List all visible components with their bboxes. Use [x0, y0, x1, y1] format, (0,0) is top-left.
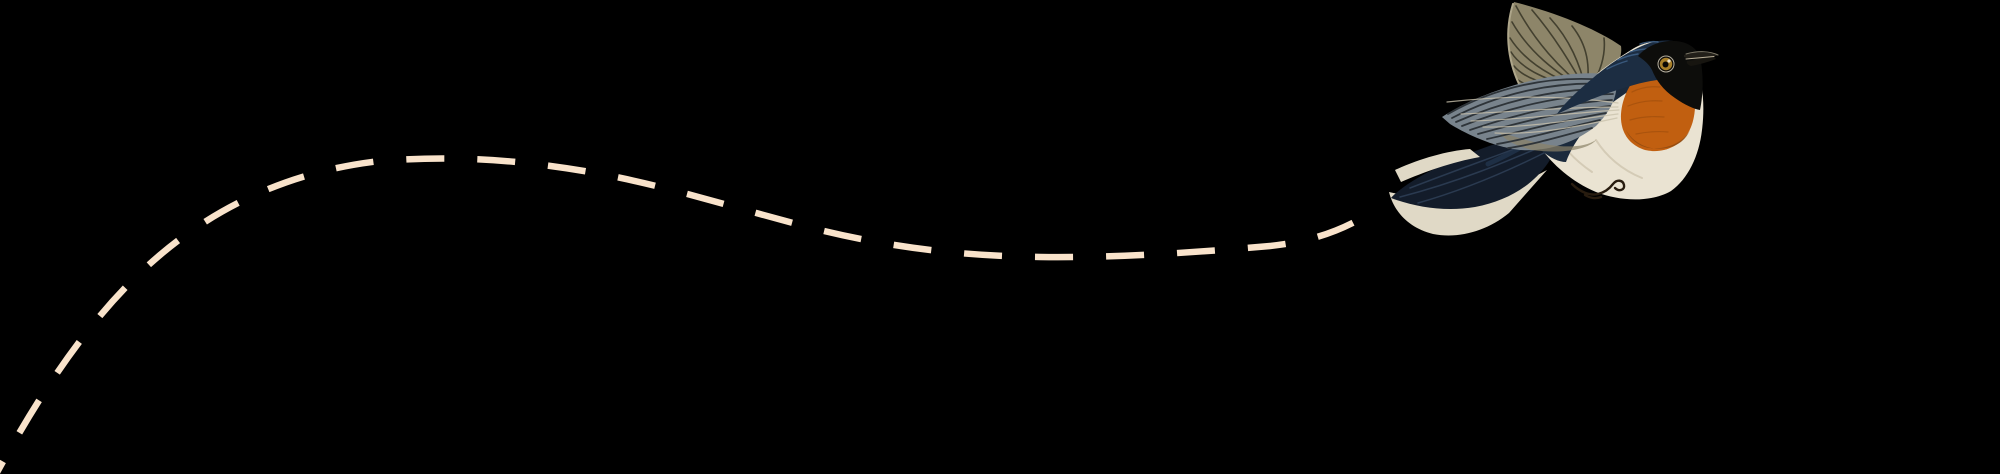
eye-glint: [1667, 59, 1671, 63]
eye-ring: [1657, 55, 1675, 73]
far-wing-shape: [1507, 2, 1622, 94]
crown-and-mask: [1638, 40, 1703, 110]
bird-head: [1557, 40, 1719, 114]
dashed-flight-path: [0, 155, 1374, 474]
eye-pupil: [1662, 61, 1669, 68]
beak-lower: [1686, 57, 1716, 66]
beak-upper: [1684, 52, 1719, 60]
bird-eye: [1657, 55, 1675, 73]
near-wing-khaki-tinge: [1500, 132, 1596, 152]
near-wing-pale-lines: [1446, 96, 1620, 134]
beak-gape-line: [1685, 56, 1715, 60]
bird-near-wing: [1442, 73, 1620, 152]
bird-beak: [1684, 51, 1719, 66]
chest-texture: [1627, 86, 1669, 135]
tail-white-wedge: [1395, 149, 1480, 182]
bird-illustration: [1389, 2, 1719, 236]
far-wing-edge-highlight: [1507, 3, 1520, 85]
bird-foot: [1570, 179, 1626, 200]
head-sheen-speckles: [1606, 40, 1659, 70]
beak-top-highlight: [1685, 51, 1719, 56]
